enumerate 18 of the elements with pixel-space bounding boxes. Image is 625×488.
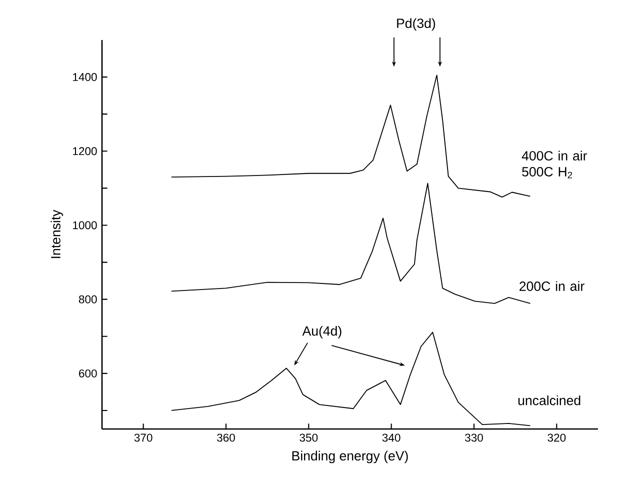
y-tick-label: 1000 [73,221,97,230]
y-tick-label: 600 [79,369,97,378]
x-tick-label: 350 [300,434,318,442]
x-tick-label: 360 [217,434,235,442]
y-tick-label: 1200 [73,147,97,156]
annotation: Au(4d) [302,326,342,338]
y-tick-label: 800 [78,295,97,304]
x-tick-label: 370 [134,434,152,442]
y-axis-title: Intensity [50,210,64,258]
series-label: 400C in air 500C H$_{2}$ [522,150,588,178]
text: Pd(3d) [397,18,436,31]
x-axis-title: Binding energy (eV) [292,450,408,464]
x-tick-label: 340 [382,434,400,442]
series-label: uncalcined [518,395,580,406]
x-tick-label: 320 [548,434,566,442]
series-label: 200C in air [520,281,584,291]
x-tick-label: 330 [465,434,483,442]
y-tick-label: 1400 [73,73,97,82]
